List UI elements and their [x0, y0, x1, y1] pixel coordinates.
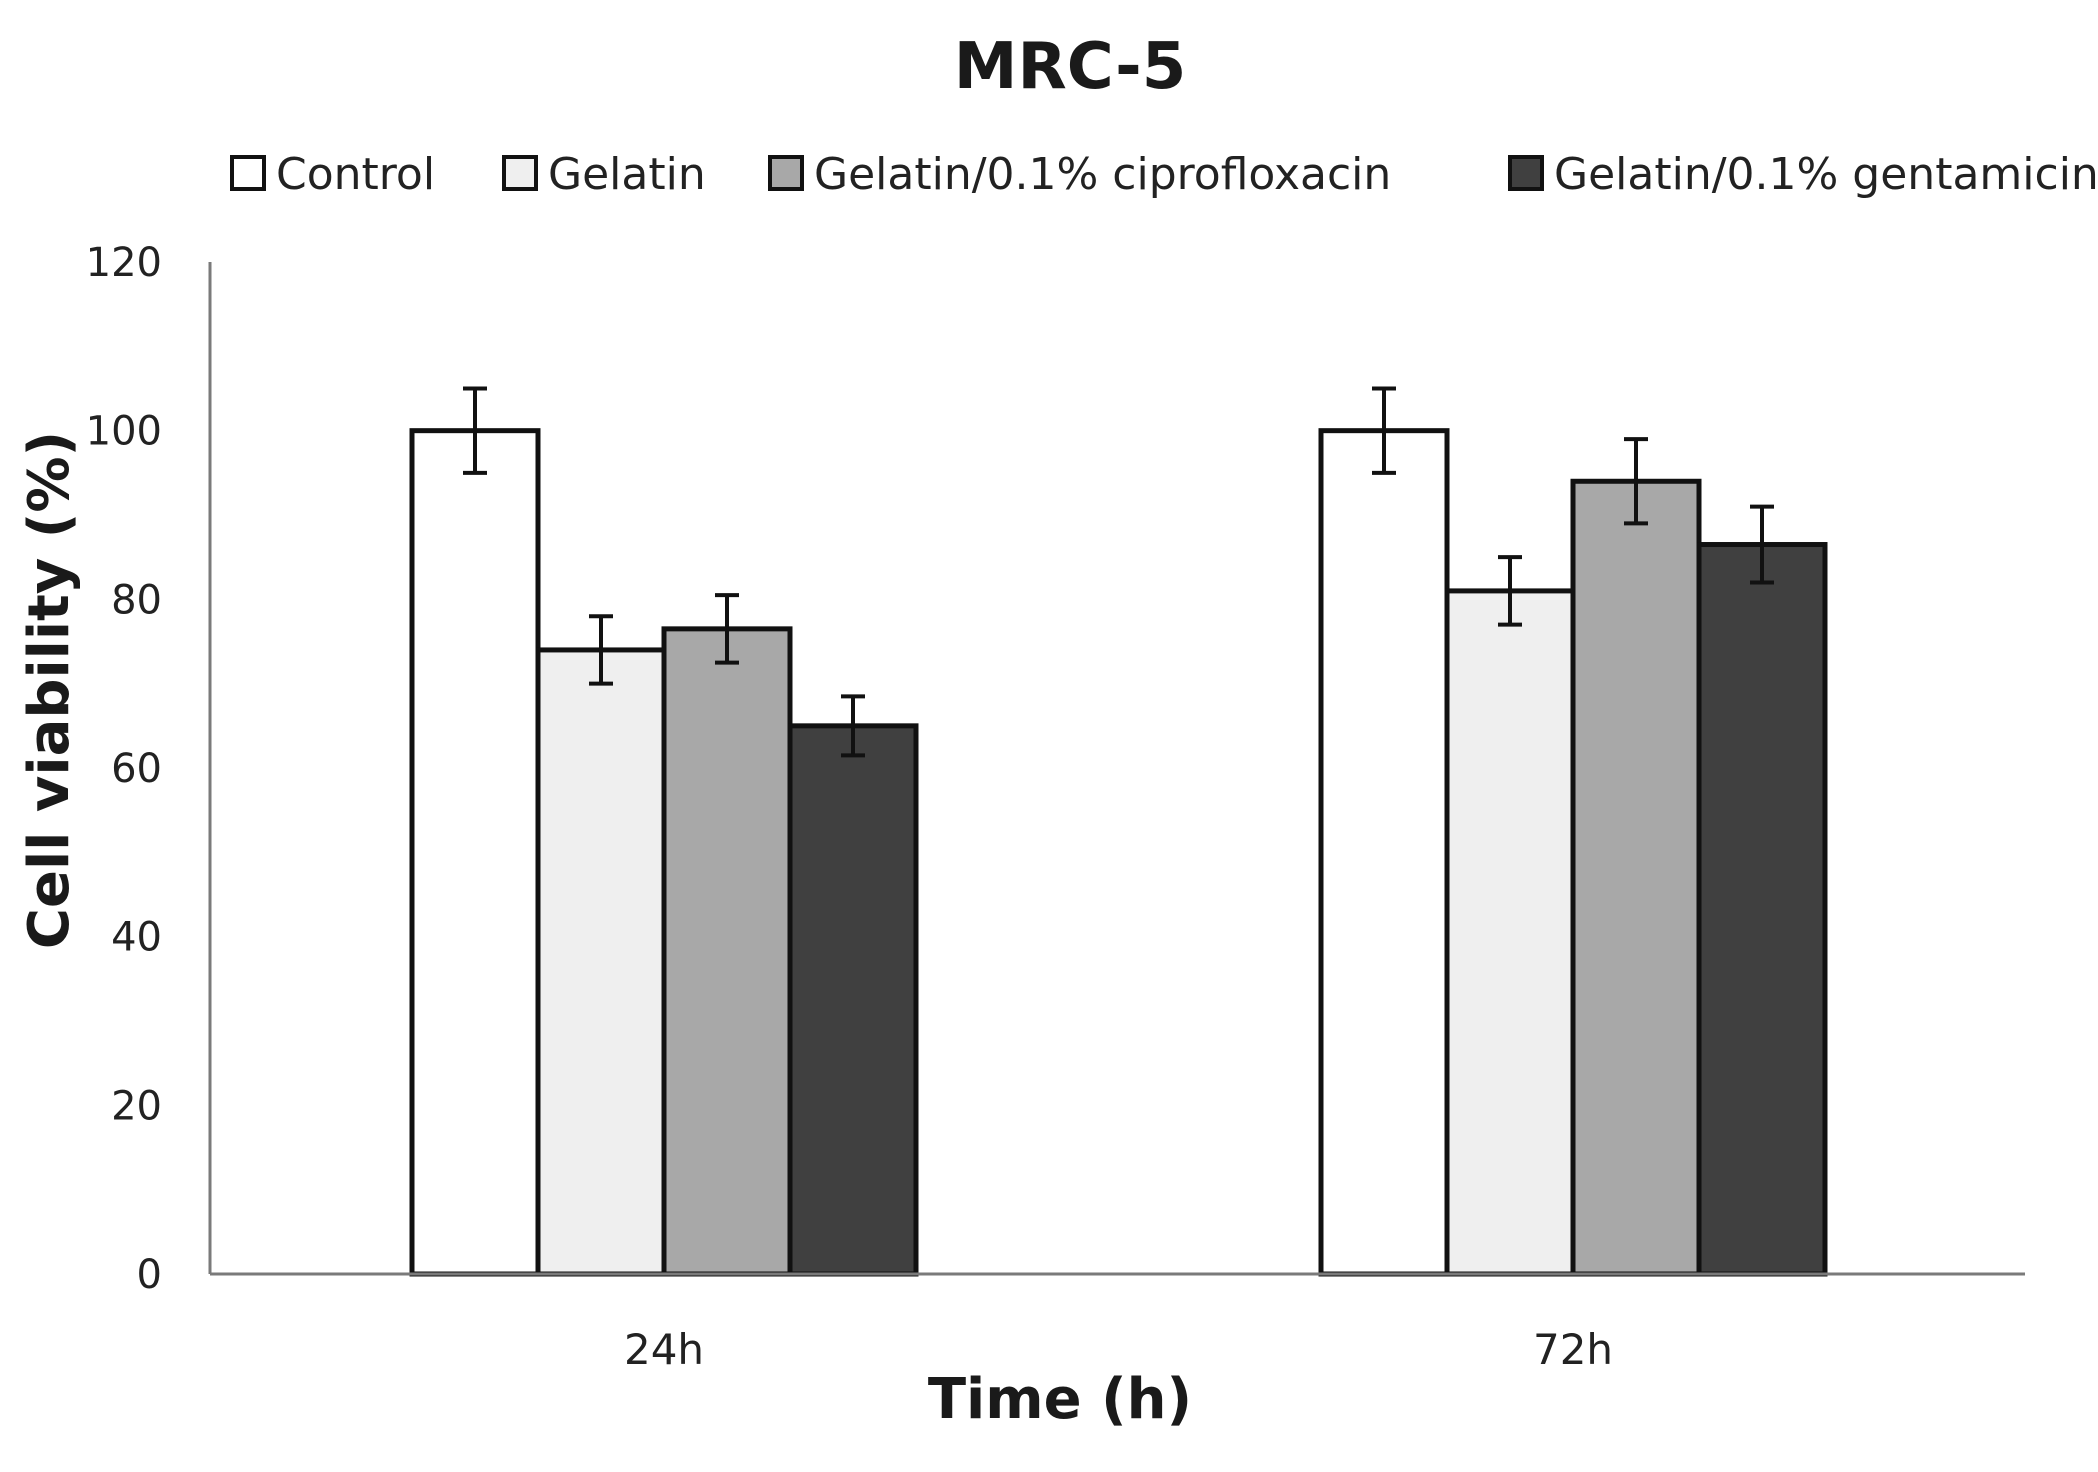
legend-swatch [230, 155, 266, 191]
x-axis-categories: 24h 72h [624, 1325, 1613, 1374]
y-axis-title: Cell viability (%) [17, 431, 82, 949]
bar [787, 723, 919, 1277]
legend-label: Gelatin/0.1% ciprofloxacin [814, 149, 1391, 200]
bar [1570, 478, 1702, 1277]
x-category-label: 24h [624, 1325, 704, 1374]
legend-label: Gelatin [548, 149, 706, 200]
x-category-label: 72h [1533, 1325, 1613, 1374]
y-tick-label: 0 [137, 1252, 162, 1298]
y-tick-label: 80 [111, 577, 162, 623]
y-tick-label: 40 [111, 915, 162, 961]
bar [1318, 428, 1450, 1277]
y-tick-label: 120 [86, 240, 162, 286]
bar [409, 428, 541, 1277]
legend: Control Gelatin Gelatin/0.1% ciprofloxacin… [230, 149, 2098, 200]
y-tick-label: 100 [86, 409, 162, 455]
x-axis-title: Time (h) [928, 1367, 1192, 1432]
legend-swatch [768, 155, 804, 191]
bar [661, 626, 793, 1277]
bar [535, 647, 667, 1277]
y-axis-ticks: 0 20 40 60 80 100 120 [86, 240, 162, 1298]
error-bars [463, 386, 1774, 758]
bar [1696, 542, 1828, 1277]
y-tick-label: 60 [111, 746, 162, 792]
chart-title: MRC-5 [954, 30, 1187, 104]
legend-label: Gelatin/0.1% gentamicin [1554, 149, 2098, 200]
legend-label: Control [276, 149, 435, 200]
legend-swatch [1508, 155, 1544, 191]
y-tick-label: 20 [111, 1083, 162, 1129]
legend-swatch [502, 155, 538, 191]
bar [1444, 588, 1576, 1277]
bars [409, 428, 1828, 1277]
